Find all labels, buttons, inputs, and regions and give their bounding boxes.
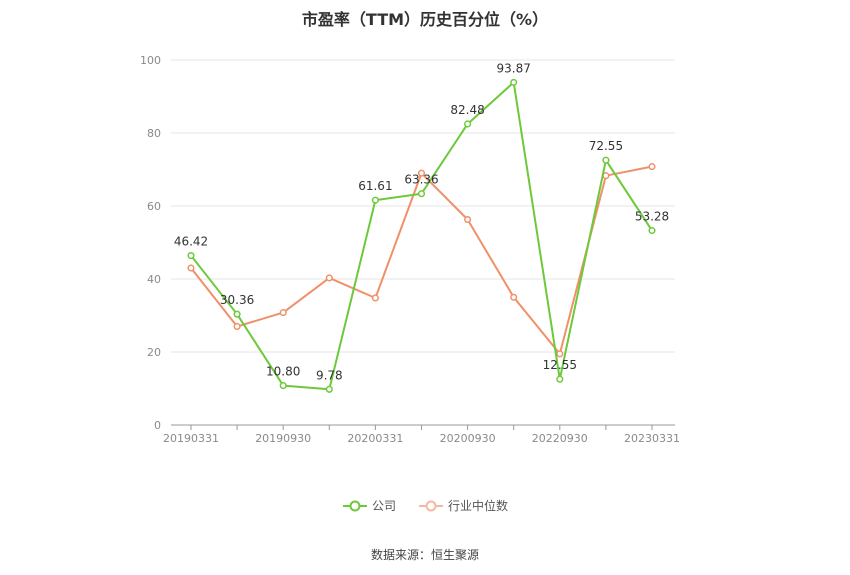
y-tick-label-20: 20	[147, 346, 161, 359]
y-tick-label-60: 60	[147, 200, 161, 213]
series-point-0-7	[510, 78, 518, 86]
data-label-1: 30.36	[220, 293, 254, 307]
data-source: 数据来源：恒生聚源	[370, 548, 479, 562]
legend-company-marker-icon	[342, 500, 367, 511]
data-label-4: 61.61	[358, 179, 392, 193]
data-label-9: 72.55	[589, 139, 623, 153]
series-point-0-8	[556, 375, 564, 383]
series-point-0-1	[233, 310, 241, 318]
series-point-0-3	[325, 385, 333, 393]
chart-title: 市盈率（TTM）历史百分位（%）	[301, 10, 549, 29]
series-point-1-3	[325, 274, 333, 282]
grid-lines	[171, 59, 675, 353]
series-point-1-0	[187, 264, 195, 272]
legend-company-label: 公司	[371, 499, 396, 513]
legend: 公司 行业中位数	[0, 497, 850, 514]
y-tick-label-80: 80	[147, 127, 161, 140]
series-line-0	[190, 81, 653, 391]
legend-industry-marker-icon	[419, 500, 443, 511]
series-group	[187, 78, 656, 393]
series-point-0-6	[464, 120, 472, 128]
x-tick-label-20200930: 20200930	[440, 432, 496, 445]
series-point-0-9	[602, 156, 610, 164]
x-tick-label-20190930: 20190930	[255, 432, 311, 445]
data-label-7: 93.87	[497, 61, 531, 75]
legend-item-industry-median[interactable]: 行业中位数	[418, 497, 508, 514]
data-label-10: 53.28	[635, 210, 669, 224]
series-point-0-0	[187, 252, 195, 260]
data-label-0: 46.42	[174, 235, 208, 249]
series-point-0-5	[417, 190, 426, 198]
series-point-0-4	[371, 196, 379, 204]
series-point-0-2	[279, 382, 287, 390]
x-tick-label-20200331: 20200331	[347, 432, 403, 445]
x-tick-label-20230331: 20230331	[624, 432, 680, 445]
series-point-0-10	[648, 226, 656, 235]
series-point-1-10	[648, 163, 656, 171]
data-label-8: 12.55	[543, 358, 577, 372]
y-axis: 0 20 40 60 80 100	[140, 54, 161, 432]
series-point-1-1	[233, 322, 241, 331]
legend-item-company[interactable]: 公司	[342, 497, 396, 514]
x-axis: 20190331 20190930 20200331 20200930 20220930…	[163, 424, 680, 445]
y-tick-label-0: 0	[154, 419, 161, 432]
series-point-1-6	[464, 215, 472, 224]
series-point-1-7	[510, 293, 518, 301]
y-tick-label-100: 100	[140, 54, 161, 67]
legend-industry-label: 行业中位数	[448, 499, 509, 513]
series-point-1-8	[556, 350, 564, 358]
data-label-2: 10.80	[266, 365, 300, 379]
x-tick-label-20190331: 20190331	[163, 432, 219, 445]
data-label-6: 82.48	[450, 103, 484, 117]
series-point-1-2	[279, 309, 287, 317]
series-point-1-5	[417, 169, 426, 177]
y-tick-label-40: 40	[147, 273, 161, 286]
data-labels: 46.42 30.36 10.80 9.78 61.61 63.36 82.48 93.87 1…	[174, 61, 669, 382]
data-label-5: 63.36	[404, 173, 438, 187]
data-label-3: 9.78	[316, 368, 343, 382]
line-chart: 0 20 40 60 80 100 20190331 20190930 20200331 202…	[140, 54, 680, 445]
x-tick-label-20220930: 20220930	[532, 432, 588, 445]
series-point-1-4	[371, 294, 379, 302]
